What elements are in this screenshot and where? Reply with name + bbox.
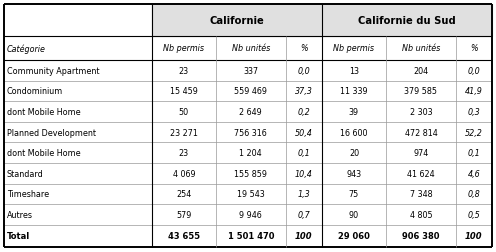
Text: 29 060: 29 060 (338, 231, 370, 240)
Text: 254: 254 (176, 190, 191, 199)
Text: 4 805: 4 805 (410, 210, 432, 219)
Text: 75: 75 (349, 190, 359, 199)
Text: 0,2: 0,2 (298, 107, 310, 116)
Text: 2 649: 2 649 (240, 107, 262, 116)
Text: 906 380: 906 380 (402, 231, 439, 240)
Text: 204: 204 (413, 67, 429, 75)
Text: 41,9: 41,9 (465, 87, 483, 96)
Text: 43 655: 43 655 (168, 231, 200, 240)
Text: 19 543: 19 543 (237, 190, 265, 199)
Text: 0,0: 0,0 (298, 67, 310, 75)
Text: Autres: Autres (7, 210, 33, 219)
Text: Total: Total (7, 231, 30, 240)
Text: 23: 23 (179, 67, 189, 75)
Text: 4 069: 4 069 (173, 169, 195, 178)
Text: Standard: Standard (7, 169, 44, 178)
Text: 11 339: 11 339 (340, 87, 368, 96)
Text: Nb permis: Nb permis (163, 44, 204, 53)
Text: Community Apartment: Community Apartment (7, 67, 99, 75)
Text: Planned Development: Planned Development (7, 128, 96, 137)
Text: 2 303: 2 303 (410, 107, 432, 116)
Text: 9 946: 9 946 (240, 210, 262, 219)
Text: 1 204: 1 204 (240, 148, 262, 158)
Text: 16 600: 16 600 (340, 128, 368, 137)
Text: 756 316: 756 316 (235, 128, 267, 137)
Text: 13: 13 (349, 67, 359, 75)
Text: 472 814: 472 814 (405, 128, 437, 137)
Text: 0,0: 0,0 (468, 67, 480, 75)
Bar (322, 5, 492, 37)
Text: 974: 974 (413, 148, 429, 158)
Text: 41 624: 41 624 (407, 169, 434, 178)
Text: Condominium: Condominium (7, 87, 63, 96)
Text: Nb permis: Nb permis (333, 44, 374, 53)
Text: 10,4: 10,4 (295, 169, 312, 178)
Text: 100: 100 (295, 231, 312, 240)
Text: 90: 90 (349, 210, 359, 219)
Text: %: % (300, 44, 308, 53)
Text: Catégorie: Catégorie (7, 44, 46, 53)
Text: 0,8: 0,8 (468, 190, 480, 199)
Text: 1,3: 1,3 (298, 190, 310, 199)
Text: 23: 23 (179, 148, 189, 158)
Text: 15 459: 15 459 (170, 87, 198, 96)
Text: 4,6: 4,6 (468, 169, 480, 178)
Text: 337: 337 (243, 67, 258, 75)
Text: 379 585: 379 585 (404, 87, 437, 96)
Text: Californie du Sud: Californie du Sud (358, 16, 456, 26)
Text: 39: 39 (349, 107, 359, 116)
Text: dont Mobile Home: dont Mobile Home (7, 107, 80, 116)
Text: 0,3: 0,3 (468, 107, 480, 116)
Text: 0,5: 0,5 (468, 210, 480, 219)
Text: dont Mobile Home: dont Mobile Home (7, 148, 80, 158)
Text: Nb unités: Nb unités (402, 44, 440, 53)
Text: Timeshare: Timeshare (7, 190, 49, 199)
Text: 50,4: 50,4 (295, 128, 312, 137)
Text: 0,1: 0,1 (468, 148, 480, 158)
Text: 943: 943 (346, 169, 362, 178)
Text: 37,3: 37,3 (295, 87, 312, 96)
Text: %: % (470, 44, 478, 53)
Text: 50: 50 (179, 107, 189, 116)
Text: Nb unités: Nb unités (232, 44, 270, 53)
Text: 20: 20 (349, 148, 359, 158)
Text: 0,7: 0,7 (298, 210, 310, 219)
Text: 0,1: 0,1 (298, 148, 310, 158)
Text: 579: 579 (176, 210, 191, 219)
Text: 100: 100 (465, 231, 483, 240)
Text: 1 501 470: 1 501 470 (228, 231, 274, 240)
Bar (152, 5, 322, 37)
Text: 52,2: 52,2 (465, 128, 483, 137)
Text: 559 469: 559 469 (234, 87, 267, 96)
Text: 23 271: 23 271 (170, 128, 198, 137)
Text: 155 859: 155 859 (234, 169, 267, 178)
Text: Californie: Californie (209, 16, 264, 26)
Text: 7 348: 7 348 (410, 190, 432, 199)
